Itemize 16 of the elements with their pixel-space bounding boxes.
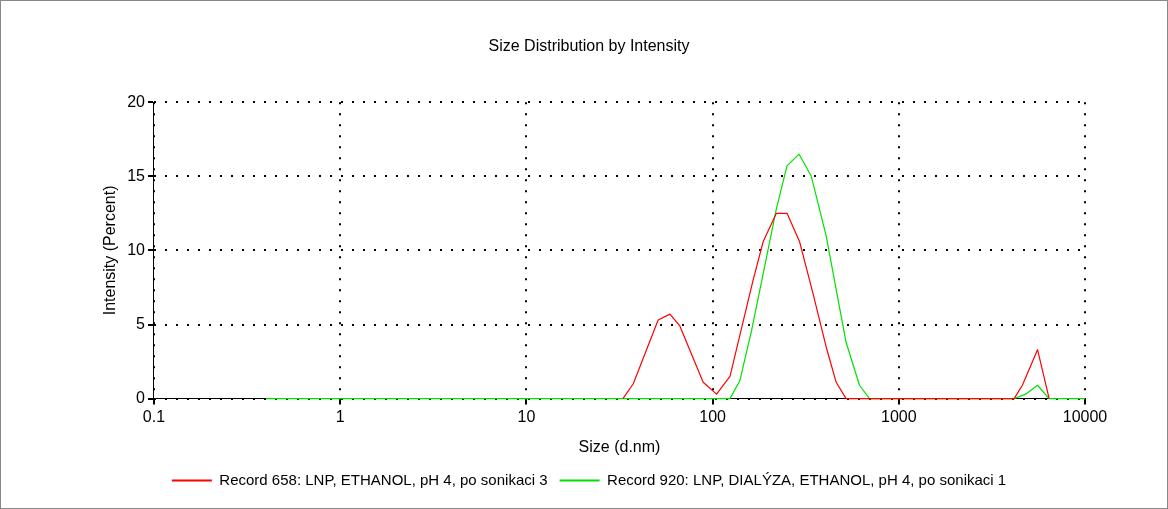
legend-label: Record 920: LNP, DIALÝZA, ETHANOL, pH 4, po sonikaci 1 — [607, 470, 1007, 488]
x-tick-label: 10000 — [1062, 407, 1108, 425]
x-tick-label: 100 — [699, 407, 727, 425]
y-axis-title: Intensity (Percent) — [101, 185, 119, 316]
x-tick-label: 0.1 — [142, 407, 166, 425]
chart-title: Size Distribution by Intensity — [488, 37, 690, 55]
x-tick-label: 10 — [517, 407, 536, 425]
legend-label: Record 658: LNP, ETHANOL, pH 4, po sonikaci 3 — [219, 470, 548, 488]
x-axis-title: Size (d.nm) — [578, 437, 661, 455]
y-tick-label: 5 — [136, 314, 146, 332]
y-tick-label: 0 — [136, 389, 146, 407]
x-tick-label: 1 — [335, 407, 345, 425]
x-tick-label: 1000 — [881, 407, 917, 425]
y-tick-label: 20 — [127, 92, 146, 110]
y-tick-label: 15 — [127, 166, 146, 184]
y-tick-label: 10 — [127, 240, 146, 258]
